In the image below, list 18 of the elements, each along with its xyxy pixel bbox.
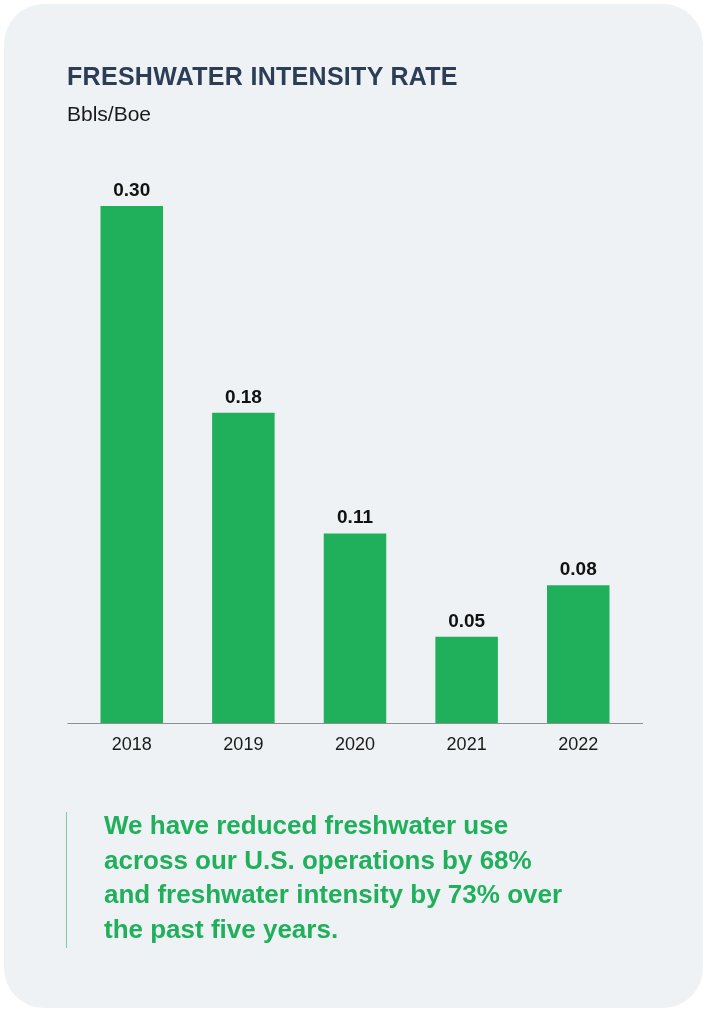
- text: We have reduced freshwater use across our U.S. operations by 68% and freshwater intensity by 73% over the past five years.: [104, 809, 564, 946]
- bar: [323, 533, 387, 723]
- data-label: 0.05: [448, 609, 486, 631]
- chart-subtitle: Bbls/Boe: [67, 102, 152, 126]
- chart-title: FRESHWATER INTENSITY RATE: [67, 62, 458, 91]
- bar: [100, 206, 163, 723]
- bar: [212, 412, 275, 723]
- data-label: 0.08: [559, 558, 597, 580]
- x-tick-label: 2021: [446, 733, 487, 754]
- data-label: 0.30: [113, 179, 151, 200]
- bar: [435, 636, 498, 723]
- data-label: 0.18: [224, 385, 262, 407]
- x-tick-label: 2020: [334, 733, 376, 754]
- x-tick-label: 2022: [558, 733, 599, 754]
- x-tick-label: 2019: [223, 733, 264, 754]
- bar: [547, 585, 610, 723]
- x-tick-label: 2018: [111, 733, 152, 754]
- data-label: 0.11: [337, 506, 374, 528]
